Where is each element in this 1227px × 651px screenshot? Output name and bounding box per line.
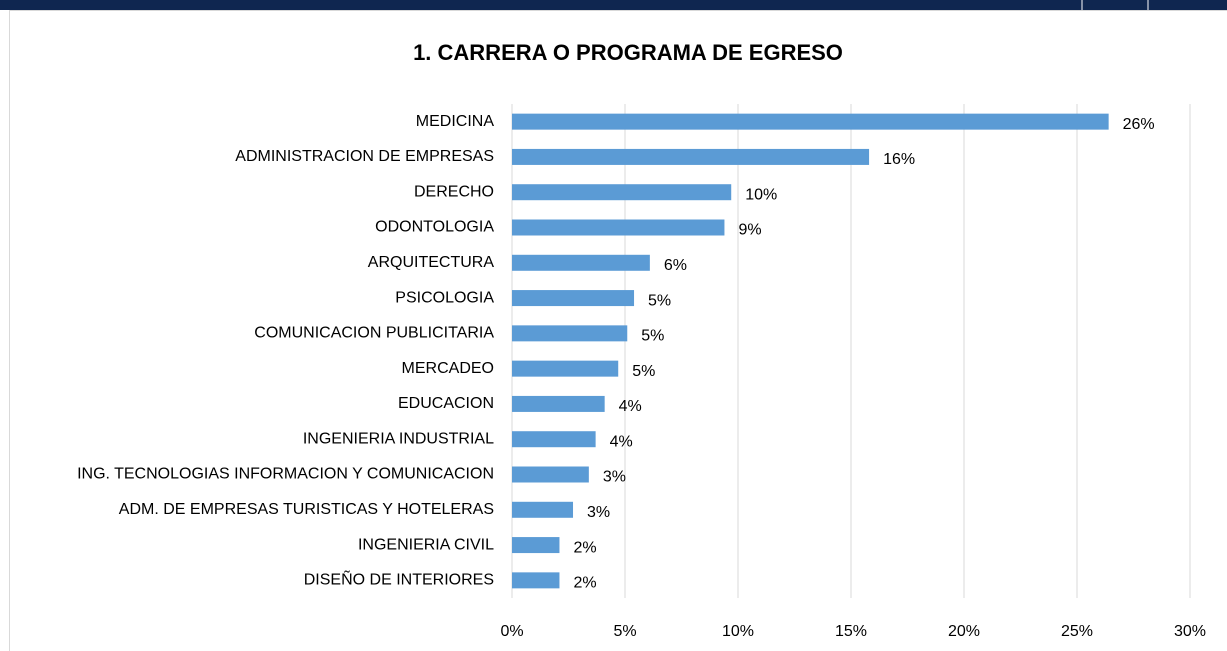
y-tick-label: MERCADEO [402,360,494,377]
data-label: 6% [664,257,687,274]
data-label: 5% [641,328,664,345]
y-tick-label: COMUNICACION PUBLICITARIA [254,325,494,342]
y-tick-label: INGENIERIA INDUSTRIAL [303,430,494,447]
x-tick-label: 25% [1061,623,1093,640]
x-tick-label: 0% [500,623,523,640]
bar [512,254,650,271]
data-label: 2% [573,575,596,592]
x-tick-label: 30% [1174,623,1206,640]
y-tick-label: ADM. DE EMPRESAS TURISTICAS Y HOTELERAS [119,501,494,518]
chart-title: 1. CARRERA O PROGRAMA DE EGRESO [413,40,843,65]
y-tick-label: DERECHO [414,183,494,200]
data-label: 4% [619,398,642,415]
data-label: 3% [603,469,626,486]
chart-border [9,10,1227,651]
bar [512,113,1109,130]
bar [512,148,870,165]
data-label: 2% [573,539,596,556]
x-tick-label: 10% [722,623,754,640]
bar [512,537,560,554]
y-tick-label: INGENIERIA CIVIL [358,536,494,553]
bar [512,395,605,412]
data-label: 26% [1123,116,1155,133]
bar [512,431,596,448]
y-tick-label: ING. TECNOLOGIAS INFORMACION Y COMUNICAC… [77,466,494,483]
bar [512,501,574,518]
y-tick-label: DISEÑO DE INTERIORES [304,569,494,589]
bar [512,466,589,483]
bar [512,325,628,342]
data-label: 9% [738,222,761,239]
x-tick-label: 5% [613,623,636,640]
data-label: 5% [648,292,671,309]
bar [512,360,619,377]
x-tick-label: 20% [948,623,980,640]
y-tick-label: ADMINISTRACION DE EMPRESAS [235,148,494,165]
y-tick-label: EDUCACION [398,395,494,412]
data-label: 5% [632,363,655,380]
data-label: 4% [610,433,633,450]
y-tick-label: ODONTOLOGIA [375,219,494,236]
y-tick-label: ARQUITECTURA [368,254,495,271]
y-tick-label: PSICOLOGIA [395,289,494,306]
top-bar [0,0,1227,10]
data-label: 16% [883,151,915,168]
data-label: 10% [745,186,777,203]
bar [512,219,725,236]
x-tick-label: 15% [835,623,867,640]
y-tick-label: MEDICINA [416,113,495,130]
bar [512,290,635,307]
data-label: 3% [587,504,610,521]
bar [512,184,732,201]
bar [512,572,560,589]
